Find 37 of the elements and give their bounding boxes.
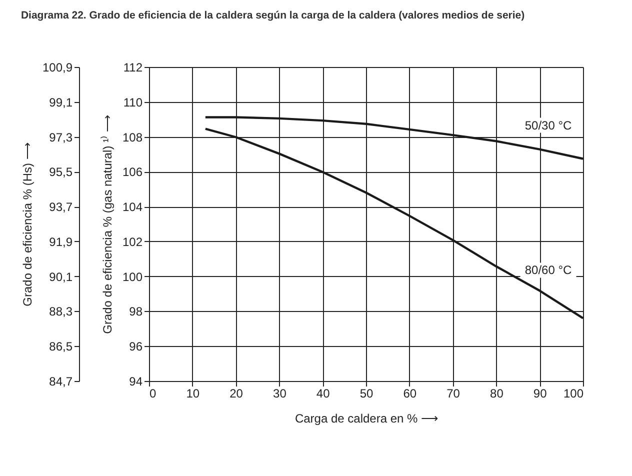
y-tick-label: 110 — [123, 95, 143, 110]
y2-tick-label: 84,7 — [49, 374, 73, 388]
x-tick-label: 0 — [150, 386, 156, 400]
y-tick-label: 100 — [122, 270, 143, 284]
y-tick-label: 102 — [122, 234, 143, 249]
y-tick-label: 98 — [129, 304, 143, 319]
x-tick-label: 100 — [563, 386, 584, 400]
y-tick-label: 96 — [129, 340, 143, 354]
y-tick-label: 106 — [122, 165, 143, 180]
x-tick-label: 60 — [403, 386, 417, 400]
annotation: 50/30 °C — [524, 118, 572, 132]
y2-tick-label: 97,3 — [49, 130, 73, 144]
y2-tick-label: 91,9 — [49, 234, 73, 249]
chart-title: Diagrama 22. Grado de eficiencia de la caldera según la carga de la caldera (valores medios de serie) — [20, 10, 525, 22]
y2-tick-label: 86,5 — [49, 340, 73, 354]
y-tick-label: 108 — [122, 130, 143, 144]
y-axis-title: Grado de eficiencia % (gas natural) ¹⁾ ⟶ — [100, 115, 114, 334]
y-tick-label: 104 — [122, 200, 143, 214]
y2-tick-label: 90,1 — [49, 270, 73, 284]
x-tick-label: 80 — [490, 386, 504, 400]
y2-axis-title: Grado de eficiencia % (Hs) ⟶ — [20, 142, 34, 306]
x-tick-label: 30 — [273, 386, 287, 400]
y2-tick-label: 88,3 — [49, 304, 73, 319]
y2-tick-label: 95,5 — [49, 165, 73, 180]
y2-tick-label: 100,9 — [42, 60, 73, 74]
x-tick-label: 10 — [186, 386, 200, 400]
x-tick-label: 20 — [230, 386, 244, 400]
y-tick-label: 94 — [129, 374, 143, 388]
x-axis-title: Carga de caldera en % ⟶ — [294, 412, 438, 426]
annotation: 80/60 °C — [524, 263, 572, 278]
y2-tick-label: 93,7 — [49, 200, 73, 214]
x-tick-label: 50 — [360, 386, 374, 400]
x-tick-label: 90 — [533, 386, 548, 400]
y-tick-label: 112 — [123, 60, 143, 74]
y2-tick-label: 99,1 — [49, 95, 73, 110]
x-tick-label: 70 — [446, 386, 460, 400]
x-tick-label: 40 — [316, 386, 330, 400]
